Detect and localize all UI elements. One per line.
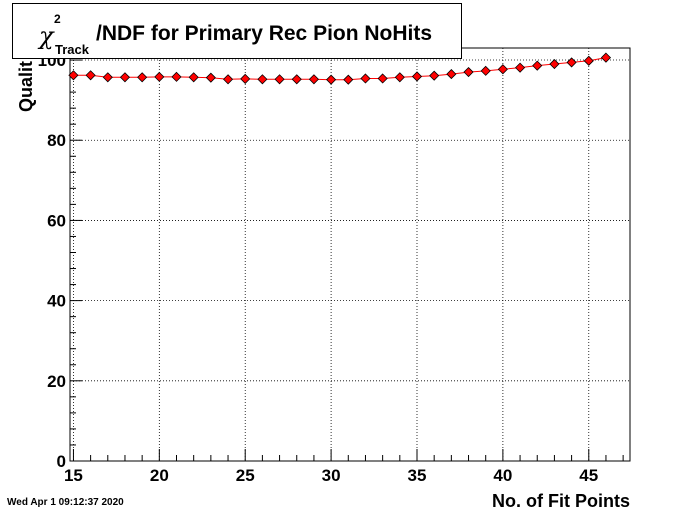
data-point: [446, 68, 457, 80]
x-tick-label: 35: [408, 466, 427, 485]
x-tick-label: 15: [64, 466, 83, 485]
title-superscript: 2: [54, 12, 61, 26]
data-point: [497, 64, 508, 75]
data-point: [188, 72, 199, 83]
data-point: [343, 74, 354, 85]
y-tick-label: 60: [47, 211, 66, 230]
data-point: [274, 74, 285, 85]
data-point: [68, 70, 79, 81]
data-point: [600, 52, 612, 63]
y-axis-label: Qualit: [16, 60, 36, 112]
data-point: [394, 72, 405, 83]
title-symbol: χ: [39, 22, 54, 50]
data-point: [257, 74, 268, 85]
x-tick-label: 40: [493, 466, 512, 485]
title-subscript: Track: [55, 42, 89, 57]
data-point: [532, 60, 543, 71]
data-point: [291, 74, 302, 85]
data-point: [583, 55, 594, 66]
y-tick-label: 80: [47, 131, 66, 150]
data-point: [377, 73, 388, 84]
y-tick-label: 0: [57, 452, 66, 471]
data-point: [326, 74, 337, 85]
x-tick-label: 20: [150, 466, 169, 485]
data-point: [171, 71, 182, 82]
y-tick-label: 20: [47, 372, 66, 391]
x-axis-label: No. of Fit Points: [492, 491, 630, 511]
chart-title: /NDF for Primary Rec Pion NoHits: [96, 22, 433, 45]
data-point: [480, 65, 491, 76]
data-point: [205, 72, 216, 83]
data-point: [222, 74, 234, 85]
x-tick-label: 25: [236, 466, 255, 485]
data-point: [360, 73, 371, 84]
data-point: [102, 72, 113, 83]
x-tick-label: 45: [579, 466, 598, 485]
data-point: [549, 58, 560, 70]
data-point: [308, 74, 319, 85]
chart-title-box: χ 2 Track /NDF for Primary Rec Pion NoHi…: [12, 3, 462, 59]
y-tick-label: 40: [47, 292, 66, 311]
data-point: [119, 72, 131, 83]
data-point: [566, 57, 577, 68]
data-point: [154, 71, 165, 82]
x-tick-label: 30: [322, 466, 341, 485]
timestamp: Wed Apr 1 09:12:37 2020: [7, 497, 124, 508]
data-point: [137, 72, 148, 83]
data-point: [514, 62, 526, 73]
data-point: [463, 66, 474, 78]
data-point: [85, 70, 96, 81]
plot-frame: [69, 47, 631, 462]
data-point: [240, 73, 251, 84]
data-point: [429, 70, 440, 81]
data-point: [411, 71, 423, 82]
